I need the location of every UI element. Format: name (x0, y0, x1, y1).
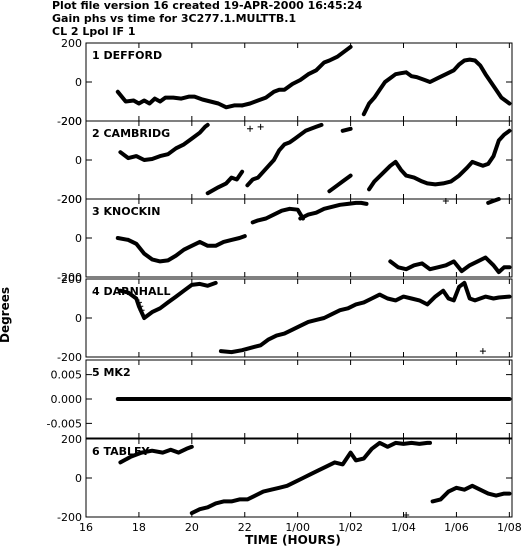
data-point (479, 348, 486, 355)
x-tick-label: 18 (132, 521, 146, 534)
y-tick-label: 0 (75, 76, 82, 89)
x-tick-label: 1/08 (497, 521, 522, 534)
series-trace (298, 200, 369, 221)
series-trace (361, 57, 512, 117)
data-point (247, 125, 254, 132)
y-tick-label: 0 (75, 154, 82, 167)
series-trace (189, 440, 432, 516)
y-tick-label: 200 (61, 193, 82, 206)
series-trace (367, 128, 512, 192)
x-tick-label: 22 (238, 521, 252, 534)
data-point (137, 303, 144, 310)
x-axis-label: TIME (HOURS) (245, 533, 341, 546)
series-trace (245, 122, 324, 188)
x-tick-label: 16 (79, 521, 93, 534)
x-tick-label: 1/00 (285, 521, 310, 534)
plot-header-line2: Gain phs vs time for 3C277.1.MULTTB.1 (52, 12, 297, 25)
panel-label: 4 DARNHALL (92, 285, 171, 298)
y-tick-label: 0.005 (51, 369, 83, 382)
x-tick-label: 20 (185, 521, 199, 534)
panel-label: 1 DEFFORD (92, 49, 162, 62)
y-tick-label: -200 (57, 271, 82, 284)
y-tick-label: 200 (61, 433, 82, 446)
y-tick-label: 0 (75, 312, 82, 325)
series-trace (118, 280, 218, 320)
y-axis-label: Degrees (0, 287, 12, 343)
series-trace (430, 483, 512, 504)
y-tick-label: 200 (61, 273, 82, 286)
series-trace (486, 197, 501, 205)
series-trace (240, 44, 353, 108)
plot-header-line1: Plot file version 16 created 19-APR-2000… (52, 0, 363, 12)
series-trace (115, 234, 247, 264)
panel-label: 5 MK2 (92, 366, 131, 379)
series-trace (118, 444, 194, 465)
data-point (257, 123, 264, 130)
y-tick-label: -200 (57, 351, 82, 364)
series-trace (205, 169, 245, 196)
y-tick-label: 0.000 (51, 393, 83, 406)
series-trace (327, 173, 353, 194)
data-point (135, 299, 142, 306)
y-tick-label: -200 (57, 193, 82, 206)
series-trace (340, 126, 353, 133)
series-trace (218, 280, 512, 355)
x-tick-label: 1/06 (444, 521, 469, 534)
panel-label: 2 CAMBRIDG (92, 127, 170, 140)
data-point (442, 197, 449, 204)
y-tick-label: -200 (57, 115, 82, 128)
series-trace (118, 122, 210, 162)
y-tick-label: 200 (61, 37, 82, 50)
y-tick-label: -200 (57, 511, 82, 524)
y-tick-label: 200 (61, 115, 82, 128)
data-point (403, 512, 410, 519)
y-tick-label: -0.005 (47, 417, 82, 430)
series-trace (388, 255, 512, 275)
series-trace (115, 89, 245, 110)
data-point (138, 307, 145, 314)
x-tick-label: 1/04 (391, 521, 416, 534)
y-tick-label: 0 (75, 232, 82, 245)
series-trace (250, 206, 305, 225)
panel-label: 3 KNOCKIN (92, 205, 160, 218)
x-tick-label: 1/02 (338, 521, 363, 534)
y-tick-label: 0 (75, 472, 82, 485)
plot-header-line3: CL 2 Lpol IF 1 (52, 25, 136, 38)
